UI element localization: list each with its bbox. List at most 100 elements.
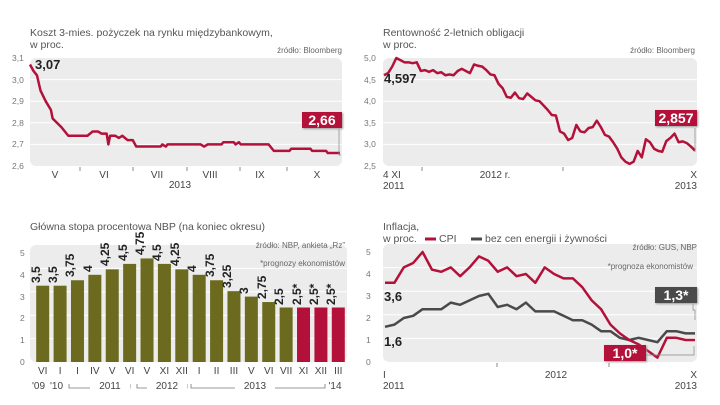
bar-value-label: 4,25 [98, 242, 113, 267]
bar [210, 280, 224, 362]
chart2-title: Rentowność 2-letnich obligacji [383, 27, 525, 39]
x-tick-label: I [58, 366, 62, 377]
cpi-callout-bracket [646, 346, 695, 356]
x-tick-label: V [51, 170, 59, 181]
x-tick-label: IX [255, 170, 265, 181]
year-2012: 2012 [147, 381, 187, 392]
x-tick-label: V [248, 366, 255, 377]
chart4-subtitle: w proc. [383, 233, 417, 245]
legend-core: bez cen energii i żywności [485, 233, 607, 245]
chart1-source: źródło: Bloomberg [277, 46, 342, 55]
chart2-plot-area [383, 58, 697, 166]
chart1-start-label: 3,07 [35, 57, 61, 72]
bar [175, 269, 189, 362]
x-label: 4 XI [383, 170, 401, 181]
bar-value-label: 3,75 [63, 253, 78, 278]
x-year: 2011 [383, 381, 405, 392]
y-tick-label: 3,0 [12, 74, 24, 85]
bar [279, 307, 293, 362]
bar-value-label: 3 [237, 286, 252, 294]
chart1-series-line [28, 63, 340, 155]
bar [192, 274, 206, 362]
bar-value-label: 3,5 [46, 266, 61, 283]
x-tick-label: VIII [202, 170, 218, 181]
bar [88, 274, 102, 362]
y-tick-label: 5 [20, 248, 25, 258]
bar [227, 291, 241, 362]
bar-value-label: 4 [80, 265, 95, 272]
bar-value-label: 2,5 [272, 287, 287, 305]
bar [36, 285, 50, 362]
x-label: I [383, 370, 386, 381]
chart2-subtitle: w proc. [383, 39, 417, 51]
x-label: X [690, 370, 697, 381]
bar-value-label: 4 [185, 265, 200, 272]
chart4-x-end: X 2013 [675, 370, 697, 392]
bar [314, 307, 328, 362]
chart2-source: źródło: Bloomberg [630, 46, 695, 55]
bar-value-label: 4,5 [115, 244, 130, 261]
chart2-x-end: X 2013 [675, 170, 697, 192]
chart4-x-mid: 2012 [544, 370, 568, 381]
bar-value-label: 3,25 [219, 264, 234, 289]
bar-value-label: 2,5* [289, 283, 304, 305]
year-14: '14 [328, 381, 342, 392]
core-callout-bracket [692, 304, 696, 320]
chart1-end-label: 2,66 [302, 112, 342, 128]
bar-value-label: 4,25 [167, 242, 182, 267]
x-tick-label: I [197, 366, 201, 377]
core-end-label: 1,3* [655, 287, 697, 303]
chart4-title: Inflacja, [383, 221, 420, 233]
x-label: X [690, 170, 697, 181]
bar [140, 258, 154, 362]
x-tick-label: V [108, 366, 116, 377]
core-start-label: 1,6 [384, 334, 403, 349]
year-09: '09 [31, 381, 46, 392]
y-tick-label: 3,0 [364, 139, 376, 150]
y-tick-label: 2,6 [12, 161, 24, 171]
chart2-x-mid: 2012 r. [479, 170, 511, 181]
chart3-source: źródło: NBP, ankieta „Rz” [255, 241, 345, 250]
y-tick-label: 5,0 [364, 53, 376, 63]
bar [244, 296, 258, 362]
y-tick-label: 2,9 [12, 96, 24, 107]
y-tick-label: 4,0 [364, 96, 376, 107]
x-year: 2011 [383, 181, 405, 192]
y-tick-label: 0 [20, 357, 25, 367]
y-tick-label: 1 [366, 335, 371, 345]
chart4-source: źródło: GUS, NBP [632, 243, 697, 252]
y-tick-label: 3 [20, 291, 25, 302]
series-line-core [384, 292, 695, 344]
bar-value-label: 3,5 [28, 266, 43, 283]
x-tick-label: IV [90, 366, 100, 377]
x-year: 2013 [674, 181, 697, 192]
x-tick-label: VI [37, 366, 48, 377]
x-tick-label: VI [124, 366, 135, 377]
chart3-title: Główna stopa procentowa NBP (na koniec o… [30, 221, 266, 233]
y-tick-label: 3 [366, 291, 371, 301]
y-tick-label: 2,7 [12, 139, 24, 150]
y-tick-label: 2 [366, 313, 371, 323]
x-tick-label: XI [298, 366, 309, 377]
chart1-title: Koszt 3-mies. pożyczek na rynku międzyba… [30, 27, 273, 39]
y-tick-label: 1 [20, 335, 25, 346]
y-tick-label: 3,5 [364, 117, 376, 128]
chart1-callout-bracket [338, 129, 341, 156]
x-tick-label: II [213, 366, 220, 377]
y-tick-label: 2 [20, 313, 25, 324]
year-2013: 2013 [235, 381, 275, 392]
chart4-note: *prognoza ekonomistów [607, 262, 693, 271]
year-2011: 2011 [90, 381, 130, 392]
bar-value-label: 2,75 [254, 275, 269, 300]
cpi-start-label: 3,6 [384, 289, 403, 304]
bar-value-label: 2,5* [324, 283, 339, 305]
x-tick-label: VII [150, 170, 164, 181]
year-10: '10 [49, 381, 64, 392]
bar [331, 307, 345, 362]
bar-value-label: 4,5 [150, 244, 165, 261]
chart2-start-label: 4,597 [384, 71, 417, 86]
y-tick-label: 5 [366, 247, 371, 257]
x-tick-label: VII [280, 366, 293, 377]
cpi-end-label: 1,0* [604, 345, 646, 361]
